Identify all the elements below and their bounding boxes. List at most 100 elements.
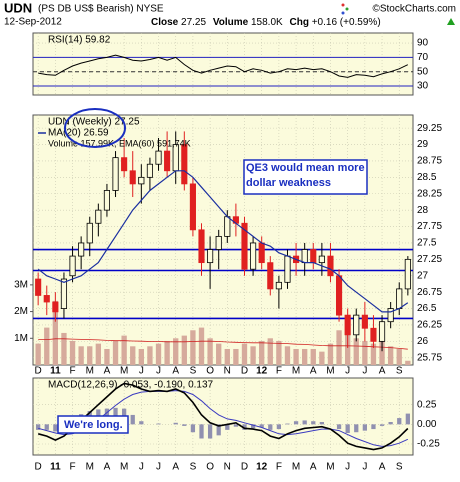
x-tick-label: J	[156, 462, 161, 473]
candle-body	[121, 157, 128, 172]
candle-body	[370, 327, 377, 342]
candle-body	[164, 150, 171, 172]
volume-bar	[78, 346, 84, 365]
macd-histogram	[302, 420, 307, 425]
x-tick-label: A	[104, 366, 111, 377]
volume-bar	[69, 340, 76, 365]
volume-bar	[310, 348, 316, 365]
candle-body	[52, 301, 59, 313]
macd-histogram	[242, 424, 247, 430]
rsi-legend: RSI(14) 59.82	[48, 35, 111, 46]
x-tick-label: J	[362, 462, 367, 473]
candle-body	[112, 157, 119, 191]
x-tick-label: M	[86, 366, 94, 377]
stat-label: Chg	[289, 17, 308, 28]
stat-value: 158.0K	[251, 17, 283, 28]
y-tick-label: 25.75	[417, 352, 442, 363]
volume-bar	[224, 348, 230, 365]
y-tick-label: 2M	[14, 306, 28, 317]
y-tick-label: 90	[417, 38, 429, 49]
candle-body	[404, 258, 411, 290]
volume-bar	[302, 348, 308, 365]
x-tick-label: O	[206, 366, 214, 377]
y-tick-label: 27	[417, 270, 429, 281]
macd-histogram	[190, 424, 196, 433]
volume-bar	[198, 327, 205, 365]
volume-bar	[405, 360, 411, 365]
y-tick-label: 29.25	[417, 123, 442, 134]
volume-bar	[52, 300, 59, 365]
macd-histogram	[44, 424, 49, 430]
macd-histogram	[233, 424, 239, 427]
annotation: QE3 would mean more dollar weakness fran…	[246, 162, 365, 193]
candle-body	[207, 249, 214, 264]
macd-histogram	[405, 413, 410, 425]
macd-histogram	[139, 421, 144, 425]
volume-legend: Volume 157,99K, EMA(60) 591,74K	[48, 138, 191, 148]
volume-bar	[362, 340, 368, 365]
macd-histogram	[362, 424, 367, 431]
volume-bar	[276, 340, 282, 365]
volume-bar	[250, 346, 256, 365]
macd-histogram	[250, 424, 256, 429]
x-tick-label: M	[292, 366, 300, 377]
stat-label: Close	[151, 17, 179, 28]
macd-histogram	[285, 423, 290, 425]
x-tick-label: J	[156, 366, 161, 377]
candle-body	[69, 255, 76, 277]
candle-body	[267, 262, 274, 290]
macd-histogram	[311, 421, 316, 425]
y-tick-label: 28.5	[417, 172, 437, 183]
macd-histogram	[182, 424, 187, 426]
y-tick-label: 30	[417, 81, 429, 92]
stats: Close 27.25 Volume 158.0K Chg +0.16 (+0.…	[151, 17, 381, 28]
y-tick-label: 28.25	[417, 188, 442, 199]
volume-bar	[284, 346, 291, 365]
candle-body	[129, 170, 136, 185]
macd-histogram	[336, 424, 342, 430]
candle-body	[172, 144, 179, 172]
candle-body	[86, 222, 93, 244]
y-tick-label: 26.25	[417, 320, 442, 331]
macd-histogram	[388, 422, 393, 425]
y-tick-label: 28	[417, 205, 429, 216]
logo-dot	[345, 7, 349, 11]
macd-histogram	[130, 414, 135, 425]
stat-value: 27.25	[181, 17, 206, 28]
macd-histogram	[379, 424, 385, 426]
candle-body	[215, 235, 222, 250]
candle-body	[138, 176, 145, 185]
macd-histogram	[199, 424, 204, 439]
plot-layer	[30, 33, 413, 455]
x-tick-label: S	[190, 366, 197, 377]
candle-body	[241, 222, 248, 270]
x-tick-label: D	[241, 366, 248, 377]
volume-ema	[38, 338, 408, 350]
volume-bar	[61, 332, 67, 365]
macd-histogram	[397, 418, 402, 425]
volume-bar	[293, 348, 299, 365]
symbol: UDN	[4, 0, 32, 15]
candle-body	[387, 308, 394, 323]
candle-body	[301, 249, 308, 264]
candle-body	[318, 255, 325, 264]
volume-bar	[95, 343, 102, 365]
macd-histogram	[268, 424, 273, 430]
volume-bar	[241, 343, 248, 365]
x-tick-label: S	[396, 462, 403, 473]
annotation-text: QE3 would mean more dollar weakness fran…	[246, 162, 365, 193]
macd-histogram	[53, 424, 58, 432]
x-tick-label: F	[69, 366, 75, 377]
volume-bar	[190, 330, 196, 365]
macd-histogram	[354, 424, 359, 433]
volume-bar	[336, 330, 342, 365]
volume-bar	[138, 348, 144, 365]
x-tick-label: A	[172, 366, 179, 377]
volume-bar	[396, 348, 402, 365]
y-tick-label: 0.25	[417, 399, 437, 410]
y-tick-label: 3M	[14, 280, 28, 291]
macd-histogram	[156, 423, 161, 425]
macd-histogram	[216, 424, 221, 436]
y-tick-label: -0.25	[417, 439, 440, 450]
x-tick-label: D	[35, 366, 42, 377]
